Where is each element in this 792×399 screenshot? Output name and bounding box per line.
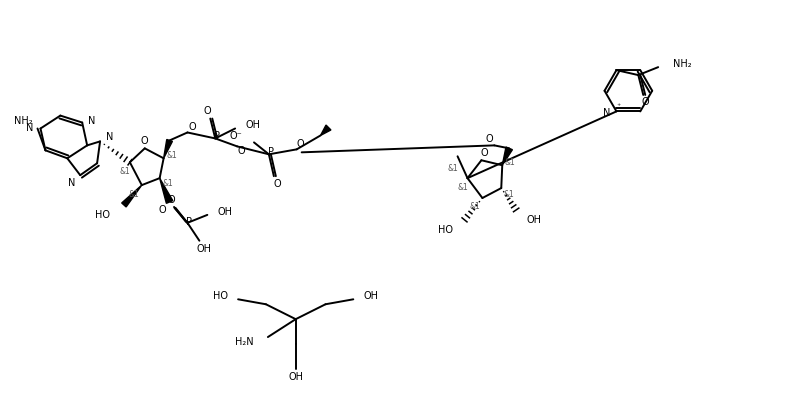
Polygon shape (122, 185, 142, 207)
Text: &1: &1 (120, 167, 130, 176)
Text: N: N (106, 132, 113, 142)
Text: OH: OH (364, 291, 379, 301)
Text: HO: HO (95, 210, 110, 220)
Text: &1: &1 (162, 179, 173, 188)
Text: OH: OH (526, 215, 541, 225)
Text: &1: &1 (504, 190, 515, 199)
Text: OH: OH (217, 207, 232, 217)
Text: &1: &1 (128, 190, 139, 199)
Text: N: N (26, 124, 33, 134)
Text: N: N (604, 109, 611, 119)
Text: &1: &1 (469, 202, 480, 211)
Polygon shape (321, 125, 331, 135)
Text: ⁺: ⁺ (616, 102, 620, 111)
Text: O: O (204, 106, 211, 116)
Text: O: O (642, 97, 649, 107)
Text: NH₂: NH₂ (673, 59, 691, 69)
Text: P: P (186, 217, 192, 227)
Text: OH: OH (197, 244, 211, 254)
Text: HO: HO (213, 291, 228, 301)
Text: O: O (238, 146, 245, 156)
Text: O: O (168, 195, 175, 205)
Text: &1: &1 (447, 164, 458, 173)
Polygon shape (164, 140, 173, 158)
Text: H₂N: H₂N (235, 337, 254, 347)
Polygon shape (502, 147, 512, 165)
Text: &1: &1 (166, 151, 177, 160)
Polygon shape (160, 178, 173, 203)
Text: O: O (481, 148, 488, 158)
Text: P: P (215, 131, 220, 141)
Text: O: O (188, 122, 196, 132)
Text: HO: HO (438, 225, 452, 235)
Text: &1: &1 (505, 158, 516, 167)
Text: N: N (88, 116, 96, 126)
Text: O: O (159, 205, 166, 215)
Text: O⁻: O⁻ (230, 131, 242, 141)
Text: O: O (273, 179, 280, 189)
Text: OH: OH (288, 372, 303, 382)
Text: N: N (68, 178, 75, 188)
Text: O: O (141, 136, 149, 146)
Text: O: O (485, 134, 493, 144)
Text: P: P (268, 147, 274, 157)
Text: O: O (297, 139, 304, 149)
Text: &1: &1 (457, 183, 468, 192)
Text: NH₂: NH₂ (14, 116, 33, 126)
Text: OH: OH (245, 120, 260, 130)
